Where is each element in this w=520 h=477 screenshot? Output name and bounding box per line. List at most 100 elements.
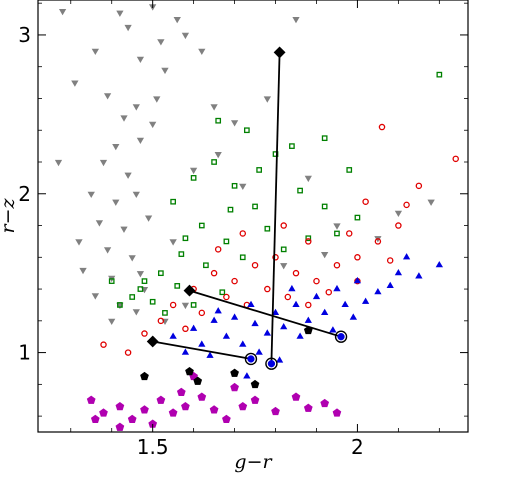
- data-point: [231, 182, 238, 189]
- data-point: [136, 271, 145, 278]
- data-point: [210, 316, 218, 323]
- data-point: [250, 379, 260, 389]
- data-point: [230, 313, 239, 320]
- data-point: [115, 422, 125, 431]
- track-end-ring: [334, 330, 348, 343]
- data-point: [244, 127, 250, 134]
- data-point: [341, 300, 349, 308]
- data-point: [153, 96, 161, 103]
- data-point: [90, 414, 100, 424]
- data-point: [158, 270, 164, 277]
- data-marks: [54, 4, 459, 431]
- data-point: [214, 152, 222, 159]
- data-point: [210, 269, 218, 277]
- data-point: [345, 230, 353, 237]
- data-point: [198, 222, 205, 229]
- data-point: [161, 67, 169, 75]
- data-point: [349, 313, 358, 320]
- data-point: [185, 367, 194, 376]
- data-point: [190, 175, 197, 181]
- data-point: [403, 201, 410, 209]
- axis-ticks: 1.5 2 1 2 3: [18, 0, 468, 459]
- data-point: [148, 121, 157, 129]
- data-point: [124, 349, 132, 356]
- data-point: [157, 317, 165, 325]
- data-point: [284, 293, 292, 301]
- data-point: [251, 261, 259, 269]
- data-point: [197, 392, 207, 401]
- data-point: [181, 302, 190, 310]
- data-point: [181, 402, 190, 411]
- data-point: [181, 32, 190, 40]
- data-point: [305, 301, 312, 309]
- data-point: [141, 330, 148, 337]
- data-point: [58, 9, 67, 16]
- data-point: [108, 318, 116, 326]
- data-point: [272, 254, 279, 261]
- data-point: [354, 254, 361, 261]
- y-axis-label: r−z: [0, 198, 19, 234]
- data-point: [124, 172, 132, 179]
- data-point: [386, 257, 394, 264]
- series-0-points: [54, 4, 435, 326]
- data-point: [333, 261, 341, 269]
- track-line: [270, 52, 281, 364]
- data-point: [103, 247, 112, 254]
- track-start-diamond: [273, 46, 286, 59]
- data-point: [436, 71, 443, 78]
- data-point: [243, 372, 251, 379]
- data-point: [91, 293, 100, 300]
- data-point: [75, 239, 83, 246]
- data-point: [219, 289, 226, 296]
- data-point: [129, 294, 136, 300]
- data-point: [361, 297, 370, 304]
- track-line: [189, 289, 342, 338]
- data-point: [296, 332, 304, 339]
- data-point: [452, 155, 459, 163]
- data-point: [128, 255, 136, 262]
- track-2: [146, 335, 258, 366]
- data-point: [386, 281, 394, 289]
- data-point: [141, 278, 148, 284]
- data-point: [116, 10, 124, 17]
- data-point: [239, 254, 246, 261]
- y-tick-label: 2: [18, 182, 31, 206]
- data-point: [112, 199, 120, 206]
- data-point: [332, 408, 342, 417]
- data-point: [247, 300, 255, 308]
- data-point: [251, 319, 259, 327]
- data-point: [313, 277, 320, 285]
- data-point: [353, 276, 362, 284]
- data-point: [271, 308, 280, 316]
- data-point: [198, 309, 206, 317]
- data-point: [303, 403, 313, 412]
- data-point: [223, 238, 230, 245]
- data-point: [239, 230, 247, 237]
- data-point: [256, 167, 262, 173]
- data-point: [280, 246, 287, 253]
- data-point: [222, 414, 231, 424]
- data-point: [120, 226, 128, 233]
- track-end-ring: [244, 352, 258, 366]
- data-point: [182, 235, 189, 242]
- data-point: [132, 309, 140, 316]
- data-point: [115, 402, 125, 411]
- data-point: [231, 277, 238, 285]
- data-point: [263, 329, 272, 336]
- data-point: [120, 115, 128, 122]
- data-point: [189, 324, 198, 331]
- track-1: [183, 284, 348, 343]
- data-point: [71, 80, 79, 87]
- data-point: [395, 222, 402, 229]
- data-point: [252, 203, 258, 210]
- data-point: [289, 143, 295, 149]
- data-point: [402, 253, 411, 260]
- track-start-diamond: [183, 284, 196, 297]
- data-point: [95, 220, 104, 227]
- data-point: [168, 408, 178, 417]
- data-point: [230, 382, 239, 392]
- data-point: [103, 93, 112, 100]
- data-point: [209, 405, 219, 414]
- data-point: [305, 235, 312, 242]
